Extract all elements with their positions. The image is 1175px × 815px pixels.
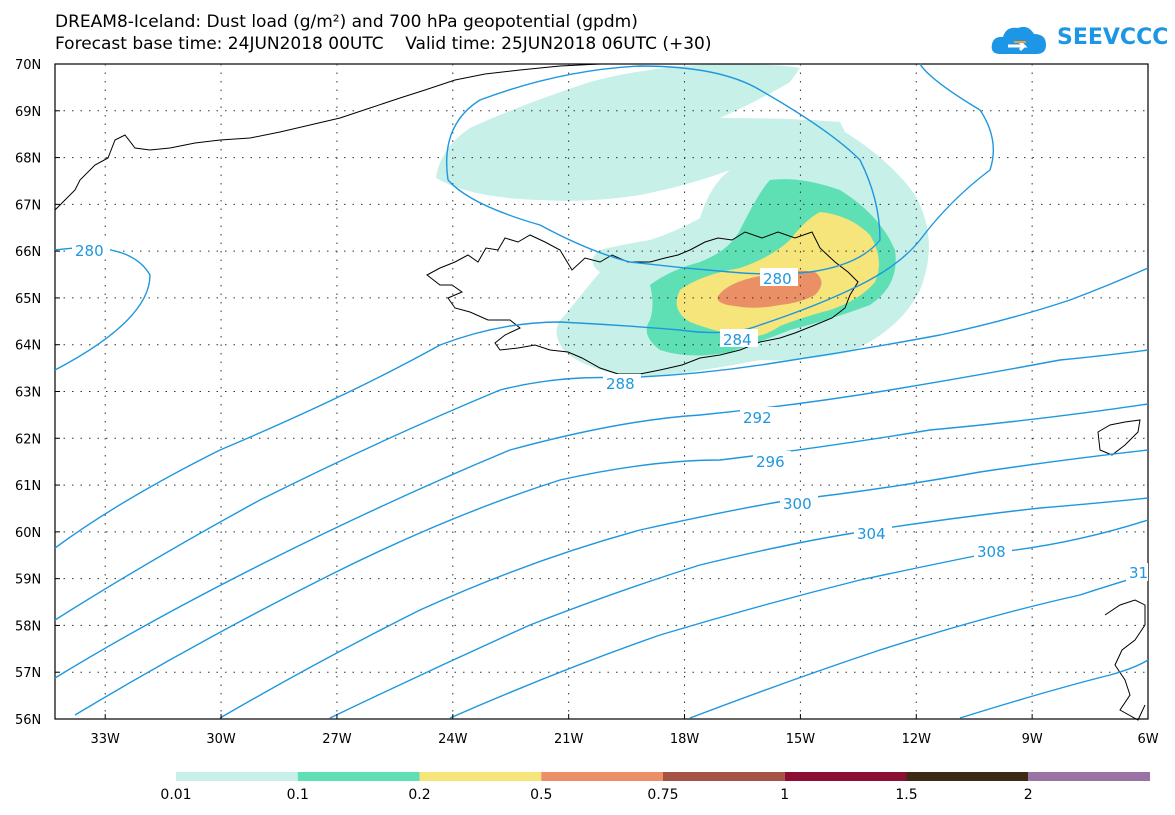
lat-label: 59N	[15, 573, 41, 588]
legend-swatch	[663, 772, 785, 781]
greenland-coast	[54, 63, 601, 211]
legend-label: 0.1	[287, 787, 309, 803]
contour-label: 31	[1129, 564, 1148, 582]
legend-swatch	[906, 772, 1029, 781]
longitude-labels: 33W 30W 27W 24W 21W 18W 15W 12W 9W 6W	[91, 714, 1159, 747]
contour-280-north	[446, 65, 881, 275]
contour-308	[449, 519, 1149, 719]
lat-label: 65N	[15, 292, 41, 307]
contour-312	[689, 573, 1149, 719]
legend-swatch	[1028, 772, 1150, 781]
legend-swatch	[541, 772, 663, 781]
lon-label: 33W	[91, 732, 121, 747]
contour-300	[219, 449, 1149, 719]
legend-swatch	[419, 772, 542, 781]
lat-label: 70N	[15, 58, 41, 73]
legend-swatch	[176, 772, 298, 781]
latitude-labels: 70N 69N 68N 67N 66N 65N 64N 63N 62N 61N 60N 59N 58N 5…	[15, 58, 60, 728]
contour-284	[54, 63, 995, 549]
contour-296	[74, 403, 1149, 716]
legend-label: 2	[1024, 787, 1033, 803]
contour-label: 300	[783, 495, 812, 513]
lat-label: 58N	[15, 619, 41, 634]
lat-label: 69N	[15, 105, 41, 120]
contour-label: 296	[756, 453, 785, 471]
contour-label: 280	[763, 270, 792, 288]
lat-label: 60N	[15, 526, 41, 541]
cloud-icon	[991, 26, 1046, 54]
lat-label: 66N	[15, 245, 41, 260]
legend-label: 1.5	[895, 787, 917, 803]
lat-label: 64N	[15, 339, 41, 354]
contour-label: 284	[723, 331, 752, 349]
legend-label: 1	[780, 787, 789, 803]
lon-label: 9W	[1022, 732, 1043, 747]
lat-label: 68N	[15, 152, 41, 167]
contour-label: 280	[75, 242, 104, 260]
contour-label: 304	[857, 525, 886, 543]
legend-label: 0.2	[408, 787, 430, 803]
lat-label: 67N	[15, 198, 41, 213]
contour-304	[329, 497, 1149, 719]
legend-label: 0.75	[647, 787, 678, 803]
lon-label: 12W	[902, 732, 932, 747]
contour-label: 288	[606, 375, 635, 393]
scotland-coast	[1104, 599, 1146, 721]
lon-label: 15W	[786, 732, 816, 747]
lat-label: 62N	[15, 432, 41, 447]
legend-label: 0.5	[530, 787, 552, 803]
lon-label: 24W	[438, 732, 468, 747]
lon-label: 18W	[670, 732, 700, 747]
contour-280-west	[54, 247, 151, 371]
graticule	[55, 64, 1148, 719]
lat-label: 63N	[15, 386, 41, 401]
lon-label: 6W	[1137, 732, 1158, 747]
lat-label: 56N	[15, 713, 41, 728]
lon-label: 27W	[322, 732, 352, 747]
contour-316	[959, 659, 1149, 719]
lat-label: 61N	[15, 479, 41, 494]
lon-label: 21W	[554, 732, 584, 747]
color-legend: 0.01 0.1 0.2 0.5 0.75 1 1.5 2	[160, 772, 1150, 803]
legend-swatch	[297, 772, 420, 781]
legend-label: 0.01	[160, 787, 191, 803]
logo-text: SEEVCCC	[1057, 25, 1169, 50]
legend-swatch	[784, 772, 907, 781]
map-title: DREAM8-Iceland: Dust load (g/m²) and 700…	[55, 12, 638, 32]
lon-label: 30W	[206, 732, 236, 747]
contour-labels: 280 280 284 288 292 296 300 304 308 31	[72, 241, 1148, 582]
map-subtitle: Forecast base time: 24JUN2018 00UTC Vali…	[55, 34, 712, 54]
lat-label: 57N	[15, 666, 41, 681]
contour-292	[54, 349, 1149, 679]
contour-label: 308	[977, 543, 1006, 561]
contour-label: 292	[743, 409, 772, 427]
faroe-coast	[1097, 419, 1141, 456]
